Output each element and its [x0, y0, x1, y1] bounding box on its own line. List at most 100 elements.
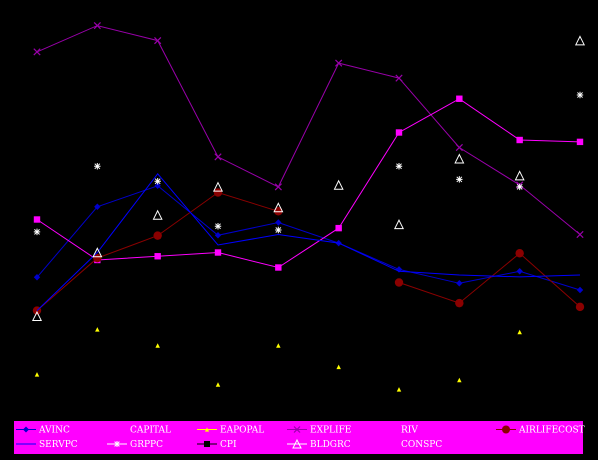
- data-point-airlifecost: [394, 278, 404, 287]
- data-point-eapopal: [155, 343, 160, 348]
- data-point-bldgrc: [393, 219, 405, 230]
- legend-item-airlifecost: AIRLIFECOST: [496, 425, 585, 436]
- legend-item-eapopal: EAPOPAL: [197, 426, 264, 436]
- series-line-riv: [36, 98, 581, 269]
- legend-label-bldgrc: BLDGRC: [310, 440, 351, 450]
- data-point-explife: [33, 48, 41, 56]
- data-point-airlifecost: [575, 302, 585, 312]
- data-point-riv: [395, 129, 403, 136]
- legend-marker-riv: [385, 426, 391, 433]
- data-point-avinc: [154, 182, 161, 189]
- legend-item-capital: CAPITAL: [107, 426, 171, 436]
- legend-marker-grppc: [114, 441, 120, 447]
- data-point-bldgrc: [92, 247, 103, 258]
- data-point-eapopal: [95, 327, 100, 332]
- data-point-avinc: [94, 203, 101, 210]
- legend-label-servpc: SERVPC: [39, 440, 78, 450]
- data-point-explife: [154, 37, 162, 45]
- data-point-explife: [214, 153, 222, 161]
- series-line-servpc: [36, 173, 581, 311]
- data-point-eapopal: [215, 382, 221, 387]
- data-point-riv: [335, 224, 342, 232]
- legend-item-cpi: CPI: [197, 440, 237, 450]
- series-avinc: [33, 182, 584, 294]
- data-point-bldgrc: [514, 170, 525, 181]
- legend: AVINC CAPITAL EAPOPAL EXPLIFE RIV AIRLIFECOST…: [14, 421, 585, 454]
- data-point-avinc: [275, 219, 282, 226]
- data-point-avinc: [33, 274, 41, 281]
- legend-label-explife: EXPLIFE: [310, 426, 351, 436]
- data-point-airlifecost: [213, 188, 223, 197]
- legend-item-explife: EXPLIFE: [287, 426, 351, 436]
- data-point-riv: [456, 95, 463, 102]
- series-airlifecost: [32, 188, 585, 315]
- legend-label-cpi: CPI: [220, 440, 237, 450]
- data-point-grppc: [516, 183, 523, 191]
- data-point-riv: [154, 253, 161, 260]
- legend-background: [14, 421, 583, 454]
- legend-item-riv: RIV: [378, 426, 418, 436]
- data-point-grppc: [94, 163, 101, 170]
- legend-item-bldgrc: BLDGRC: [287, 438, 351, 450]
- data-point-explife: [274, 183, 282, 191]
- data-point-eapopal: [396, 387, 402, 392]
- data-point-bldgrc: [333, 179, 344, 190]
- data-point-riv: [576, 138, 584, 146]
- data-point-eapopal: [276, 343, 281, 348]
- data-point-explife: [335, 59, 343, 67]
- series-explife: [33, 22, 584, 239]
- data-point-bldgrc: [574, 35, 586, 46]
- data-point-avinc: [214, 232, 222, 239]
- legend-marker-airlifecost: [502, 425, 510, 434]
- legend-item-conspc: CONSPC: [378, 440, 442, 450]
- legend-label-airlifecost: AIRLIFECOST: [518, 426, 585, 436]
- data-point-explife: [93, 22, 101, 30]
- legend-marker-explife: [293, 426, 301, 433]
- legend-marker-eapopal: [204, 427, 210, 432]
- legend-item-avinc: AVINC: [16, 426, 70, 436]
- data-point-eapopal: [457, 377, 462, 383]
- legend-label-grppc: GRPPC: [130, 440, 163, 450]
- data-point-grppc: [576, 91, 584, 99]
- legend-marker-cpi: [204, 441, 210, 447]
- data-point-grppc: [214, 223, 222, 230]
- legend-marker-bldgrc: [292, 438, 302, 449]
- data-point-grppc: [154, 178, 161, 185]
- data-point-grppc: [275, 226, 282, 234]
- series-line-explife: [36, 25, 581, 235]
- data-point-explife: [576, 230, 584, 239]
- data-point-avinc: [576, 286, 584, 294]
- data-point-airlifecost: [93, 253, 102, 263]
- legend-label-capital: CAPITAL: [130, 426, 171, 436]
- data-point-bldgrc: [454, 153, 465, 164]
- data-point-eapopal: [517, 329, 522, 335]
- series-grppc: [33, 91, 584, 236]
- data-point-airlifecost: [515, 249, 524, 258]
- data-point-airlifecost: [153, 231, 162, 240]
- data-point-eapopal: [34, 372, 40, 377]
- legend-label-eapopal: EAPOPAL: [220, 426, 264, 436]
- data-point-bldgrc: [152, 209, 163, 220]
- legend-label-avinc: AVINC: [38, 426, 70, 436]
- data-point-grppc: [33, 228, 41, 236]
- data-point-explife: [395, 74, 403, 82]
- series-servpc: [36, 173, 581, 311]
- data-point-bldgrc: [31, 310, 43, 321]
- data-point-riv: [516, 136, 523, 144]
- plot-series: [31, 22, 586, 392]
- data-point-airlifecost: [455, 298, 464, 308]
- data-point-avinc: [456, 280, 463, 287]
- legend-marker-avinc: [23, 426, 29, 433]
- data-point-bldgrc: [273, 202, 284, 213]
- legend-label-riv: RIV: [401, 426, 418, 436]
- data-point-explife: [455, 143, 463, 152]
- data-point-riv: [275, 264, 282, 271]
- data-point-grppc: [456, 176, 463, 183]
- data-point-bldgrc: [212, 181, 224, 192]
- data-point-riv: [214, 249, 222, 256]
- series-line-avinc: [36, 185, 581, 291]
- data-point-grppc: [395, 163, 403, 170]
- data-point-avinc: [516, 268, 523, 275]
- data-point-riv: [33, 216, 41, 223]
